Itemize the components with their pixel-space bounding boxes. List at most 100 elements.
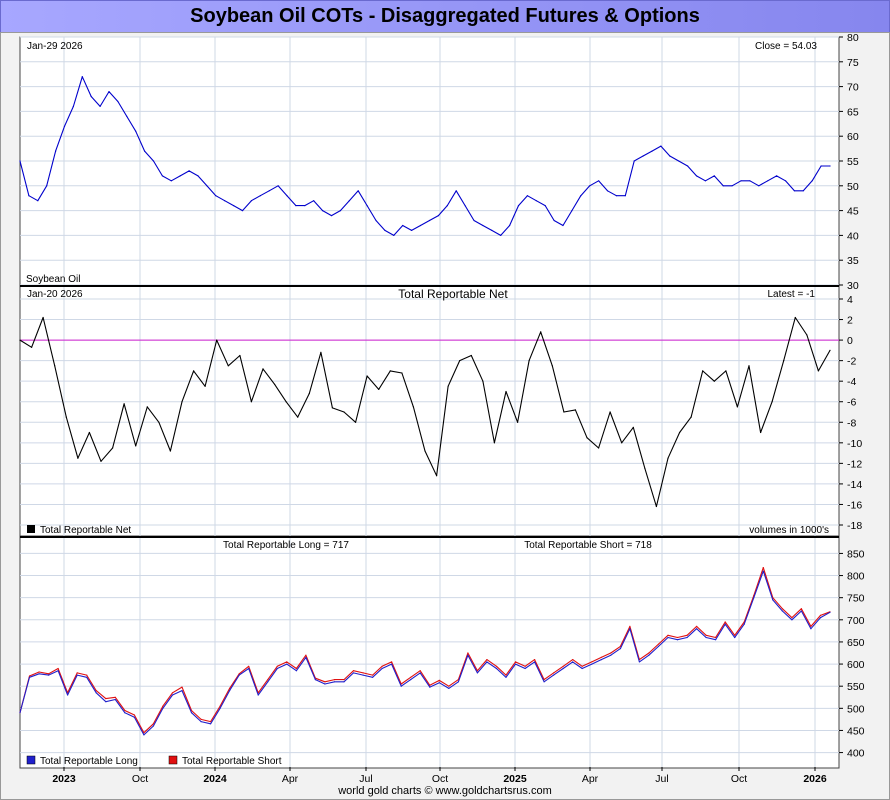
data-point-total-reportable-long <box>457 681 459 683</box>
data-point-total-reportable-net <box>54 365 56 367</box>
data-point-total-reportable-long <box>705 636 707 639</box>
data-point-total-reportable-long <box>257 694 259 696</box>
data-point-total-reportable-long <box>610 654 612 656</box>
data-point-total-reportable-net <box>42 316 44 319</box>
data-point-total-reportable-long <box>114 698 116 701</box>
data-point-soybean-oil <box>357 190 359 192</box>
net-date-label: Jan-20 2026 <box>27 289 83 300</box>
data-point-total-reportable-short <box>95 690 97 692</box>
data-point-soybean-oil <box>437 215 439 217</box>
y-tick-label: 45 <box>847 206 859 218</box>
data-point-soybean-oil <box>72 105 74 107</box>
data-point-soybean-oil <box>375 219 377 222</box>
y-tick-label: -14 <box>847 479 862 491</box>
data-point-total-reportable-short <box>553 672 555 674</box>
net-title: Total Reportable Net <box>398 287 508 301</box>
data-point-total-reportable-long <box>324 683 326 685</box>
data-point-soybean-oil <box>704 180 707 182</box>
data-point-soybean-oil <box>348 200 350 202</box>
data-point-total-reportable-net <box>794 316 796 319</box>
data-point-total-reportable-net <box>77 457 79 459</box>
marks <box>19 76 839 736</box>
data-point-total-reportable-short <box>486 659 488 661</box>
data-point-total-reportable-net <box>679 431 681 434</box>
data-point-total-reportable-short <box>114 696 116 698</box>
data-point-soybean-oil <box>731 185 733 187</box>
data-point-total-reportable-long <box>86 676 88 678</box>
data-point-total-reportable-long <box>190 712 193 714</box>
data-point-total-reportable-net <box>771 401 773 403</box>
data-point-soybean-oil <box>117 100 119 103</box>
data-point-total-reportable-short <box>143 732 145 734</box>
data-point-total-reportable-net <box>193 370 195 372</box>
y-tick-label: 700 <box>847 615 865 627</box>
data-point-total-reportable-net <box>389 370 391 372</box>
data-point-total-reportable-short <box>86 674 88 676</box>
data-point-total-reportable-long <box>448 687 450 690</box>
data-point-total-reportable-long <box>562 667 564 670</box>
data-point-soybean-oil <box>651 150 653 152</box>
data-point-total-reportable-short <box>581 665 583 667</box>
data-point-total-reportable-long <box>219 707 221 709</box>
data-point-soybean-oil <box>224 200 226 202</box>
data-point-total-reportable-long <box>362 674 364 676</box>
data-point-soybean-oil <box>268 190 270 192</box>
data-point-soybean-oil <box>330 215 333 217</box>
data-point-total-reportable-short <box>505 674 507 676</box>
data-point-total-reportable-net <box>112 447 114 449</box>
data-point-soybean-oil <box>749 180 751 182</box>
data-point-total-reportable-short <box>343 679 345 681</box>
data-point-total-reportable-long <box>352 672 355 674</box>
data-point-total-reportable-short <box>229 687 231 690</box>
data-point-soybean-oil <box>446 205 448 207</box>
data-point-total-reportable-long <box>314 679 316 681</box>
data-point-soybean-oil <box>81 76 83 78</box>
y-tick-label: 450 <box>847 725 865 737</box>
data-point-total-reportable-short <box>629 625 631 628</box>
data-point-total-reportable-net <box>135 445 137 447</box>
data-point-total-reportable-short <box>676 636 679 639</box>
data-point-total-reportable-long <box>791 619 793 621</box>
data-point-total-reportable-short <box>791 617 793 619</box>
data-point-total-reportable-long <box>743 623 745 625</box>
data-point-total-reportable-net <box>297 416 299 418</box>
y-tick-label: 50 <box>847 181 859 193</box>
data-point-soybean-oil <box>509 224 511 227</box>
data-point-total-reportable-net <box>667 457 669 459</box>
data-point-total-reportable-net <box>517 421 519 423</box>
data-point-soybean-oil <box>170 180 172 182</box>
data-point-total-reportable-short <box>572 659 574 661</box>
y-tick-label: -16 <box>847 499 862 511</box>
y-tick-label: -6 <box>847 397 856 409</box>
data-point-total-reportable-long <box>238 674 240 676</box>
data-point-total-reportable-net <box>65 416 67 418</box>
data-point-soybean-oil <box>144 150 146 152</box>
data-point-soybean-oil <box>473 219 475 222</box>
data-point-soybean-oil <box>295 205 297 207</box>
y-tick-label: 4 <box>847 294 853 306</box>
data-point-soybean-oil <box>419 224 422 227</box>
data-point-total-reportable-long <box>133 716 135 718</box>
y-tick-label: -18 <box>847 520 862 532</box>
data-point-total-reportable-net <box>632 426 634 428</box>
data-point-total-reportable-net <box>285 401 287 403</box>
data-point-total-reportable-short <box>210 721 212 723</box>
price-date-label: Jan-29 2026 <box>27 41 83 52</box>
data-point-total-reportable-short <box>696 625 698 628</box>
x-tick-label: 2025 <box>503 773 527 785</box>
data-point-total-reportable-net <box>459 360 461 362</box>
data-point-total-reportable-short <box>276 665 278 667</box>
data-point-total-reportable-short <box>305 654 307 656</box>
data-point-total-reportable-short <box>352 670 355 672</box>
data-point-soybean-oil <box>767 180 769 182</box>
y-tick-label: 2 <box>847 315 853 327</box>
data-point-total-reportable-net <box>308 392 310 395</box>
data-point-total-reportable-long <box>810 628 812 630</box>
y-tick-label: 400 <box>847 748 865 760</box>
data-point-soybean-oil <box>606 190 609 192</box>
y-tick-label: -4 <box>847 376 856 388</box>
data-point-total-reportable-long <box>495 667 498 670</box>
data-point-total-reportable-long <box>76 674 78 676</box>
data-point-total-reportable-long <box>657 645 660 648</box>
data-point-total-reportable-short <box>562 665 564 667</box>
